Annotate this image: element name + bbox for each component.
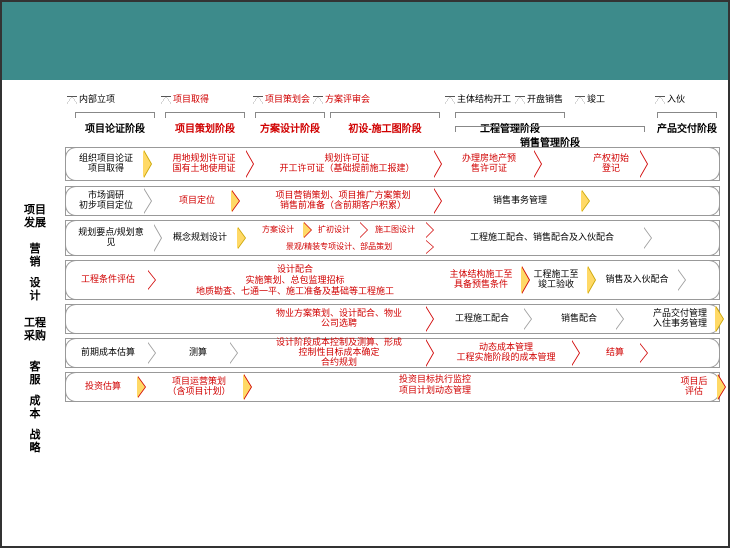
chevron-box: 项目定位 (165, 190, 231, 212)
chevron-box: 产权初始 登记 (585, 150, 639, 178)
chevron-box: 结算 (593, 343, 639, 363)
chevron-box: 组织项目论证 项目取得 (71, 150, 143, 178)
chevron-box: 设计阶段成本控制及测算、形成 控制性目标成本确定 合约规划 (255, 339, 425, 367)
row-label-des: 设 计 (10, 277, 60, 303)
chevron-box: 销售配合 (545, 308, 615, 330)
chevron-box: 项目后 评估 (673, 374, 717, 400)
row-label-cost: 成 本 (10, 395, 60, 421)
chevron-box: 工程施工配合、销售配合及入伙配合 (443, 227, 643, 249)
chevron-box: 工程条件评估 (71, 270, 147, 290)
header-banner (2, 2, 728, 80)
chevron-box: 物业方案策划、设计配合、物业 公司选聘 (255, 306, 425, 332)
chevron-box: 市场调研 初步项目定位 (71, 188, 143, 214)
chevron-box: 规划许可证 开工许可证（基础提前施工报建） (263, 150, 433, 178)
chevron-box: 工程施工至 竣工验收 (527, 266, 587, 294)
chevron-box: 工程施工配合 (443, 308, 523, 330)
chevron-box: 方案设计 (255, 222, 303, 238)
eng-center-text: 设计配合 实施策划、总包监理招标 地质勘查、七通一平、施工准备及基础等工程施工 (165, 264, 425, 296)
chevron-box: 销售及入伙配合 (599, 269, 677, 291)
row-label-cs: 客 服 (10, 361, 60, 387)
chevron-box: 销售事务管理 (461, 190, 581, 212)
chevron-box: 概念规划设计 (165, 227, 237, 249)
chevron-box: 项目运营策划 （含项目计划） (157, 374, 243, 400)
chevron-box: 扩初设计 (311, 222, 359, 238)
chevron-box: 动态成本管理 工程实施阶段的成本管理 (443, 340, 571, 366)
row-label-dev: 项目 发展 (10, 204, 60, 230)
row-label-eng: 工程 采购 (10, 317, 60, 343)
text-block: 投资目标执行监控 项目计划动态管理 (345, 374, 525, 396)
chevron-box: 施工图设计 (367, 222, 425, 238)
chevron-box: 规划要点/规划意 见 (71, 224, 153, 252)
chevron-box: 用地规划许可证 国有土地使用证 (165, 150, 245, 178)
chevron-box: 景观/精装专项设计、部品策划 (255, 240, 425, 254)
chevron-box: 主体结构施工至 具备预售条件 (443, 266, 521, 294)
chevron-box: 测算 (169, 342, 229, 364)
chevron-box: 投资估算 (71, 376, 137, 398)
row-label-str: 战 略 (10, 429, 60, 455)
chevron-box: 前期成本估算 (71, 342, 147, 364)
chevron-box: 办理房地产预 售许可证 (447, 150, 533, 178)
diagram-content: 内部立项项目取得项目策划会方案评审会主体结构开工开盘销售竣工入伙 项目论证阶段项… (10, 92, 720, 538)
row-label-mkt: 营 销 (10, 243, 60, 269)
chevron-box: 项目营销策划、项目推广方案策划 销售前准备（含前期客户积累） (255, 188, 433, 214)
swimlanes: 组织项目论证 项目取得用地规划许可证 国有土地使用证规划许可证 开工许可证（基础… (65, 92, 720, 538)
chevron-box: 产品交付管理 入住事务管理 (647, 306, 715, 332)
